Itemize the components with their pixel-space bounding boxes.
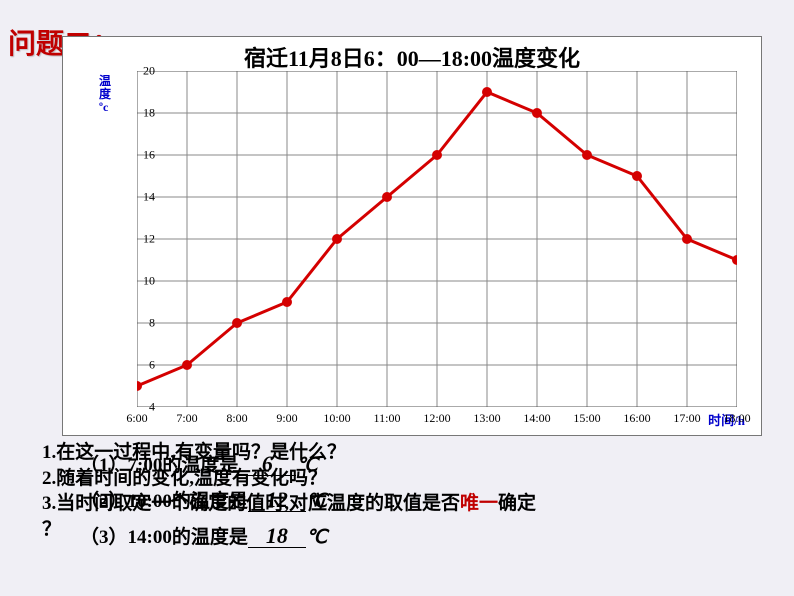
x-tick: 13:00: [473, 411, 500, 426]
answer-3: （3）14:00的温度是18℃: [80, 520, 327, 556]
x-tick: 11:00: [374, 411, 401, 426]
x-tick: 14:00: [523, 411, 550, 426]
q3-part-c: 确定: [498, 493, 536, 514]
answer-2: （2）10:00的温度是12℃: [80, 484, 327, 520]
x-tick: 7:00: [176, 411, 197, 426]
y-label-char2: 度: [99, 87, 111, 101]
a1-pre: （1）7:00的温度是: [80, 455, 238, 476]
a1-unit: ℃: [296, 455, 317, 476]
x-tick: 6:00: [126, 411, 147, 426]
a3-val: 18: [248, 525, 306, 548]
y-tick: 14: [143, 190, 155, 205]
chart-container: 宿迁11月8日6：00—18:00温度变化 温 度 ºc 时间/h 468101…: [62, 36, 762, 436]
y-axis-label: 温 度 ºc: [99, 75, 111, 115]
plot-area: [137, 71, 737, 407]
y-tick: 10: [143, 274, 155, 289]
x-tick: 8:00: [226, 411, 247, 426]
y-tick: 12: [143, 232, 155, 247]
answer-1: （1）7:00的温度是6℃: [80, 448, 327, 484]
x-tick: 18:00: [723, 411, 750, 426]
x-tick: 10:00: [323, 411, 350, 426]
a2-unit: ℃: [306, 491, 327, 512]
x-tick: 17:00: [673, 411, 700, 426]
x-tick: 12:00: [423, 411, 450, 426]
q3-part-b: 唯一: [460, 493, 498, 514]
a3-unit: ℃: [306, 527, 327, 548]
y-tick: 20: [143, 64, 155, 79]
y-label-unit: ºc: [99, 100, 108, 114]
plot-svg: [137, 71, 737, 407]
y-label-char1: 温: [99, 74, 111, 88]
y-tick: 16: [143, 148, 155, 163]
x-tick: 15:00: [573, 411, 600, 426]
a2-val: 12: [248, 489, 306, 512]
a2-pre: （2）10:00的温度是: [80, 491, 248, 512]
y-tick: 4: [149, 400, 155, 415]
x-tick: 9:00: [276, 411, 297, 426]
x-tick: 16:00: [623, 411, 650, 426]
y-tick: 8: [149, 316, 155, 331]
chart-title: 宿迁11月8日6：00—18:00温度变化: [244, 41, 580, 73]
y-tick: 18: [143, 106, 155, 121]
a1-val: 6: [238, 453, 296, 476]
answers-block: （1）7:00的温度是6℃ （2）10:00的温度是12℃ （3）14:00的温…: [80, 448, 327, 556]
a3-pre: （3）14:00的温度是: [80, 527, 248, 548]
y-tick: 6: [149, 358, 155, 373]
